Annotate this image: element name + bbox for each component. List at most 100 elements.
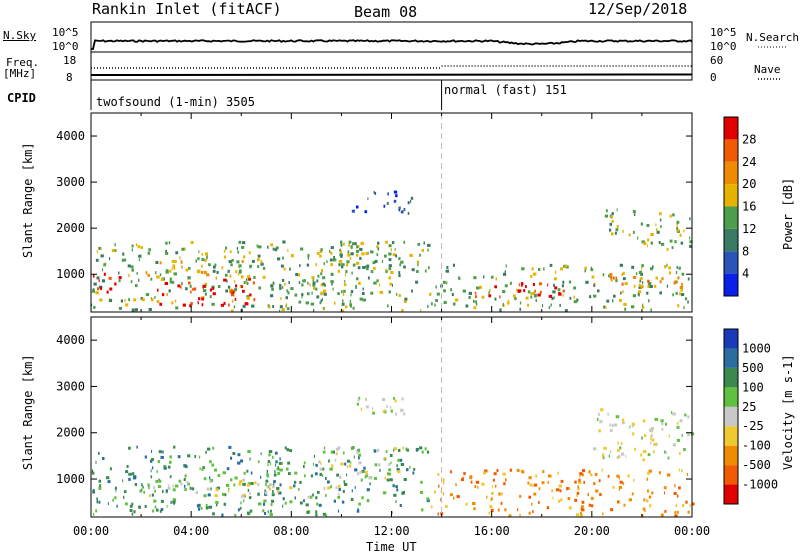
nsky-line (91, 39, 693, 50)
power-cell (373, 267, 376, 270)
power-cell (212, 287, 214, 290)
power-cell (365, 265, 367, 269)
velocity-cell (227, 489, 230, 493)
velocity-cell (239, 506, 242, 510)
velocity-cell (299, 501, 303, 505)
power-cell (155, 271, 157, 275)
velocity-cell (216, 503, 218, 507)
power-cell (350, 290, 354, 294)
power-cell (286, 307, 290, 311)
velocity-cell (389, 478, 393, 482)
velocity-cell (594, 473, 598, 476)
velocity-cell (673, 492, 677, 495)
velocity-cell (372, 411, 375, 415)
velocity-cell (215, 488, 219, 492)
power-cell (649, 285, 653, 288)
power-cell (351, 271, 353, 275)
velocity-cell (491, 485, 493, 489)
power-cell (378, 283, 381, 287)
velocity-cell (577, 487, 580, 491)
velocity-cell (318, 460, 321, 464)
velocity-cell (374, 449, 377, 453)
power-cell (204, 282, 208, 286)
velocity-cell (128, 477, 131, 481)
power-cell (411, 268, 415, 272)
power-cell (385, 268, 387, 272)
power-cell (398, 274, 401, 278)
power-cell (647, 238, 650, 242)
power-cell (249, 293, 252, 297)
power-cell (99, 246, 101, 250)
power-cell (679, 292, 681, 296)
velocity-cell (566, 487, 568, 491)
velocity-cell (262, 509, 265, 513)
power-cell (96, 276, 100, 280)
power-cell (494, 285, 497, 289)
velocity-cell (177, 455, 181, 459)
power-cell (666, 263, 668, 267)
velocity-cell (462, 476, 464, 480)
velocity-cell (455, 483, 457, 487)
power-cell (514, 297, 517, 301)
power-cell (594, 282, 596, 286)
velocity-cell (167, 486, 171, 490)
power-cell (620, 291, 622, 295)
power-cell (156, 275, 158, 279)
power-cell (519, 307, 522, 311)
power-cell (231, 299, 234, 303)
power-cell (593, 294, 597, 298)
power-cell (641, 264, 644, 268)
power-cell (227, 285, 231, 289)
power-cell (417, 263, 419, 267)
velocity-cell (664, 450, 666, 454)
power-cell (520, 282, 524, 286)
power-cell (171, 260, 175, 263)
velocity-cell (294, 471, 298, 475)
power-cell (342, 293, 345, 296)
power-cell (393, 190, 398, 194)
power-cell (330, 273, 334, 276)
power-cell (401, 308, 404, 312)
power-cell (683, 229, 685, 233)
power-cell (270, 284, 274, 288)
power-cell (647, 285, 650, 288)
power-cell (287, 248, 289, 252)
velocity-cell (628, 498, 632, 502)
power-cell (136, 271, 138, 275)
velocity-cell (358, 396, 361, 400)
power-cell (231, 289, 234, 293)
velocity-cell (156, 508, 159, 512)
velocity-cell (676, 438, 680, 442)
power-cell (180, 260, 183, 264)
power-cell (376, 279, 379, 283)
power-cell (272, 281, 275, 285)
velocity-cell (491, 497, 493, 501)
power-cell (666, 284, 669, 288)
power-cell (562, 280, 565, 284)
power-cell (320, 283, 324, 287)
power-cell (121, 258, 126, 262)
velocity-cell (268, 450, 273, 454)
velocity-cell (170, 500, 172, 504)
power-cell (106, 290, 109, 294)
velocity-cell (203, 477, 207, 481)
power-cell (182, 303, 186, 307)
power-cell (241, 245, 245, 249)
power-cell (659, 291, 662, 295)
power-cell (523, 289, 526, 293)
power-cell (298, 300, 302, 304)
power-cell (672, 213, 675, 217)
velocity-cell (619, 480, 623, 484)
power-cell (385, 240, 388, 244)
power-cell (172, 264, 175, 268)
velocity-cell (374, 463, 378, 467)
velocity-cell (373, 476, 377, 480)
power-cell (621, 282, 624, 286)
power-cell (155, 261, 159, 264)
power-cell (181, 282, 183, 286)
velocity-cell (358, 456, 360, 460)
power-cell (212, 269, 216, 273)
power-cell (610, 278, 613, 282)
velocity-cell (239, 459, 244, 463)
power-cell (95, 291, 99, 295)
